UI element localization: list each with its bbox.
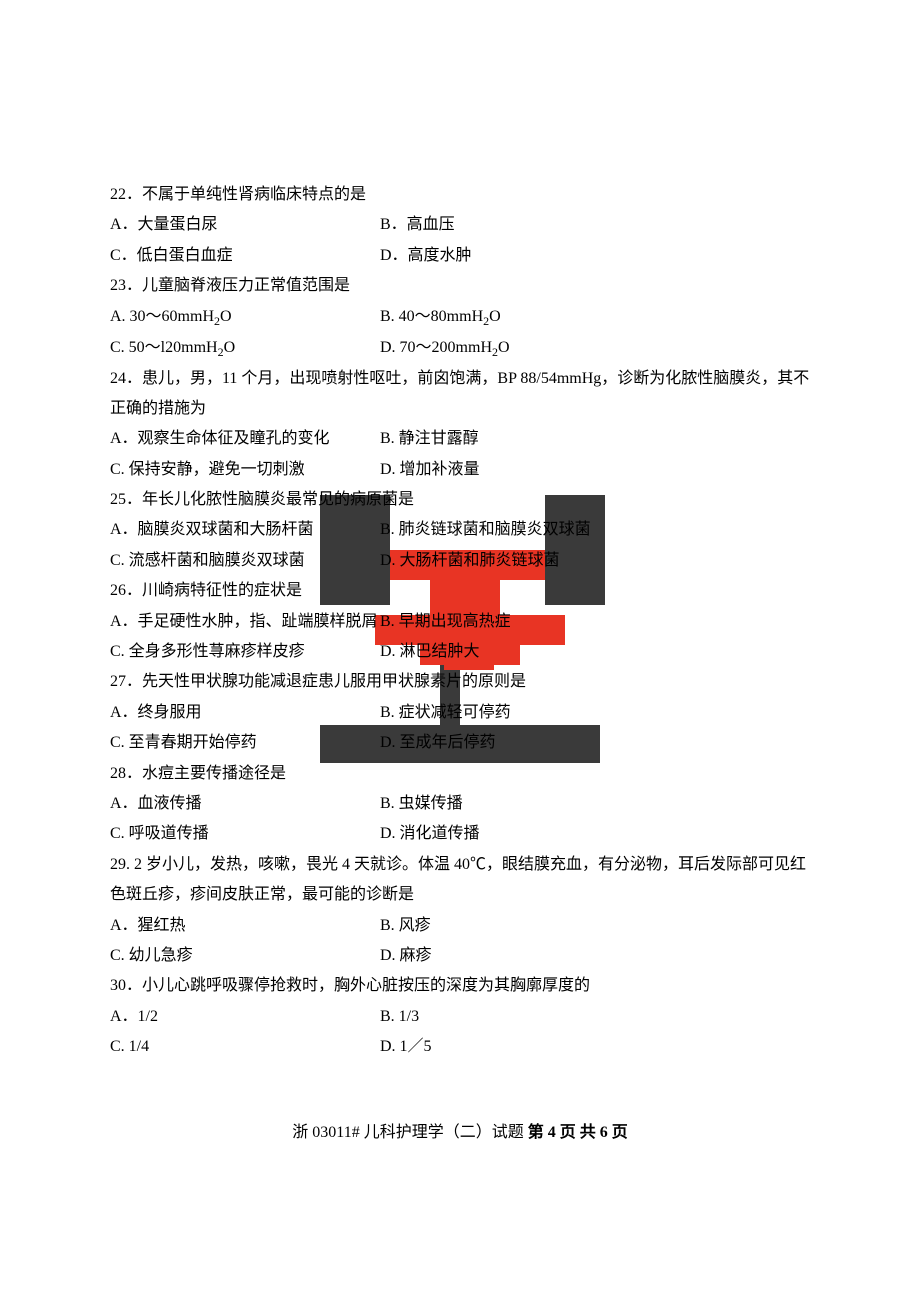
option-row: A. 30～60mmH2O B. 40～80mmH2O [110, 302, 810, 333]
option-b: B. 40～80mmH2O [380, 302, 810, 333]
option-d: D. 至成年后停药 [380, 728, 810, 758]
option-c: C．低白蛋白血症 [110, 241, 380, 271]
option-c: C. 流感杆菌和脑膜炎双球菌 [110, 546, 380, 576]
option-row: C. 幼儿急疹 D. 麻疹 [110, 941, 810, 971]
option-row: C. 流感杆菌和脑膜炎双球菌 D. 大肠杆菌和肺炎链球菌 [110, 546, 810, 576]
option-row: A．脑膜炎双球菌和大肠杆菌 B. 肺炎链球菌和脑膜炎双球菌 [110, 515, 810, 545]
question-22: 22．不属于单纯性肾病临床特点的是 A．大量蛋白尿 B．高血压 C．低白蛋白血症… [110, 180, 810, 271]
option-a: A. 30～60mmH2O [110, 302, 380, 333]
option-row: C．低白蛋白血症 D．高度水肿 [110, 241, 810, 271]
option-a: A．猩红热 [110, 911, 380, 941]
question-text: 22．不属于单纯性肾病临床特点的是 [110, 180, 810, 210]
option-c: C. 1/4 [110, 1032, 380, 1062]
option-b: B．高血压 [380, 210, 810, 240]
option-row: C. 至青春期开始停药 D. 至成年后停药 [110, 728, 810, 758]
option-a: A．大量蛋白尿 [110, 210, 380, 240]
question-text: 28．水痘主要传播途径是 [110, 759, 810, 789]
option-b: B. 1/3 [380, 1002, 810, 1032]
option-row: C. 全身多形性荨麻疹样皮疹 D. 淋巴结肿大 [110, 637, 810, 667]
option-row: A．终身服用 B. 症状减轻可停药 [110, 698, 810, 728]
option-row: A．1/2 B. 1/3 [110, 1002, 810, 1032]
option-d: D．高度水肿 [380, 241, 810, 271]
question-24: 24．患儿，男，11 个月，出现喷射性呕吐，前囟饱满，BP 88/54mmHg，… [110, 364, 810, 486]
option-a: A．1/2 [110, 1002, 380, 1032]
question-text: 24．患儿，男，11 个月，出现喷射性呕吐，前囟饱满，BP 88/54mmHg，… [110, 364, 810, 425]
option-a: A．终身服用 [110, 698, 380, 728]
option-d: D. 消化道传播 [380, 819, 810, 849]
option-d: D. 淋巴结肿大 [380, 637, 810, 667]
option-a: A．观察生命体征及瞳孔的变化 [110, 424, 380, 454]
question-text: 27．先天性甲状腺功能减退症患儿服用甲状腺素片的原则是 [110, 667, 810, 697]
question-text: 29. 2 岁小儿，发热，咳嗽，畏光 4 天就诊。体温 40℃，眼结膜充血，有分… [110, 850, 810, 911]
question-25: 25．年长儿化脓性脑膜炎最常见的病原菌是 A．脑膜炎双球菌和大肠杆菌 B. 肺炎… [110, 485, 810, 576]
option-d: D. 麻疹 [380, 941, 810, 971]
question-27: 27．先天性甲状腺功能减退症患儿服用甲状腺素片的原则是 A．终身服用 B. 症状… [110, 667, 810, 758]
question-26: 26．川崎病特征性的症状是 A．手足硬性水肿，指、趾端膜样脱屑 B. 早期出现高… [110, 576, 810, 667]
option-b: B. 肺炎链球菌和脑膜炎双球菌 [380, 515, 810, 545]
option-row: A．观察生命体征及瞳孔的变化 B. 静注甘露醇 [110, 424, 810, 454]
question-29: 29. 2 岁小儿，发热，咳嗽，畏光 4 天就诊。体温 40℃，眼结膜充血，有分… [110, 850, 810, 972]
option-a: A．血液传播 [110, 789, 380, 819]
question-23: 23．儿童脑脊液压力正常值范围是 A. 30～60mmH2O B. 40～80m… [110, 271, 810, 363]
option-row: A．大量蛋白尿 B．高血压 [110, 210, 810, 240]
page-footer: 浙 03011# 儿科护理学（二）试题 第 4 页 共 6 页 [110, 1118, 810, 1148]
question-text: 25．年长儿化脓性脑膜炎最常见的病原菌是 [110, 485, 810, 515]
option-a: A．脑膜炎双球菌和大肠杆菌 [110, 515, 380, 545]
option-b: B. 风疹 [380, 911, 810, 941]
option-c: C. 全身多形性荨麻疹样皮疹 [110, 637, 380, 667]
option-d: D. 大肠杆菌和肺炎链球菌 [380, 546, 810, 576]
option-b: B. 症状减轻可停药 [380, 698, 810, 728]
option-a: A．手足硬性水肿，指、趾端膜样脱屑 [110, 607, 380, 637]
option-row: A．手足硬性水肿，指、趾端膜样脱屑 B. 早期出现高热症 [110, 607, 810, 637]
footer-page: 第 4 页 共 6 页 [528, 1124, 628, 1141]
option-c: C. 呼吸道传播 [110, 819, 380, 849]
option-c: C. 保持安静，避免一切刺激 [110, 455, 380, 485]
option-d: D. 70～200mmH2O [380, 333, 810, 364]
option-b: B. 虫媒传播 [380, 789, 810, 819]
option-d: D. 增加补液量 [380, 455, 810, 485]
question-30: 30．小儿心跳呼吸骤停抢救时，胸外心脏按压的深度为其胸廓厚度的 A．1/2 B.… [110, 971, 810, 1062]
question-text: 30．小儿心跳呼吸骤停抢救时，胸外心脏按压的深度为其胸廓厚度的 [110, 971, 810, 1001]
option-b: B. 早期出现高热症 [380, 607, 810, 637]
option-row: C. 呼吸道传播 D. 消化道传播 [110, 819, 810, 849]
option-b: B. 静注甘露醇 [380, 424, 810, 454]
option-row: C. 保持安静，避免一切刺激 D. 增加补液量 [110, 455, 810, 485]
option-c: C. 幼儿急疹 [110, 941, 380, 971]
option-c: C. 至青春期开始停药 [110, 728, 380, 758]
option-d: D. 1／5 [380, 1032, 810, 1062]
question-text: 26．川崎病特征性的症状是 [110, 576, 810, 606]
option-row: A．血液传播 B. 虫媒传播 [110, 789, 810, 819]
option-row: A．猩红热 B. 风疹 [110, 911, 810, 941]
footer-prefix: 浙 03011# 儿科护理学（二）试题 [292, 1124, 527, 1141]
question-28: 28．水痘主要传播途径是 A．血液传播 B. 虫媒传播 C. 呼吸道传播 D. … [110, 759, 810, 850]
option-c: C. 50～l20mmH2O [110, 333, 380, 364]
option-row: C. 50～l20mmH2O D. 70～200mmH2O [110, 333, 810, 364]
question-text: 23．儿童脑脊液压力正常值范围是 [110, 271, 810, 301]
option-row: C. 1/4 D. 1／5 [110, 1032, 810, 1062]
